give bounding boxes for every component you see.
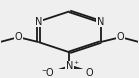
Text: N: N [97,17,104,27]
Text: N: N [66,61,73,71]
Text: −: − [41,67,46,72]
Text: O: O [15,32,22,42]
Text: +: + [73,60,79,65]
Text: O: O [117,32,124,42]
Text: O: O [46,68,53,78]
Text: N: N [35,17,42,27]
Text: O: O [86,68,93,78]
